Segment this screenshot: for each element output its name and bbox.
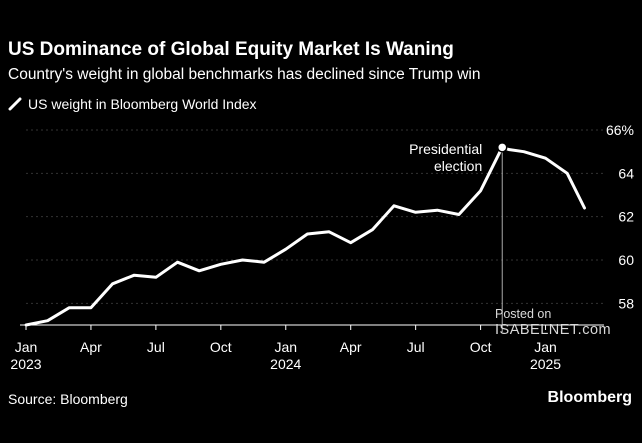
annotation-label: Presidential xyxy=(409,141,482,157)
x-tick-year-label: 2024 xyxy=(270,356,301,372)
x-tick-year-label: 2023 xyxy=(10,356,41,372)
x-tick-year-label: 2025 xyxy=(530,356,561,372)
chart-title: US Dominance of Global Equity Market Is … xyxy=(8,39,454,60)
watermark: Posted on ISABELNET.com xyxy=(495,306,611,338)
annotation-marker xyxy=(496,142,508,153)
x-tick-label: Jan xyxy=(274,339,297,355)
x-tick-label: Apr xyxy=(80,339,102,355)
source-note: Source: Bloomberg xyxy=(8,391,128,407)
x-tick-label: Jan xyxy=(15,339,38,355)
x-tick-label: Oct xyxy=(210,339,232,355)
annotation-label: election xyxy=(434,158,482,174)
y-tick-label: 64 xyxy=(618,165,634,181)
chart-subtitle: Country's weight in global benchmarks ha… xyxy=(8,66,481,83)
y-tick-label: 62 xyxy=(618,209,634,225)
x-tick-label: Jan xyxy=(534,339,557,355)
y-tick-label: 60 xyxy=(618,252,634,268)
y-tick-label: 58 xyxy=(618,295,634,311)
legend-label: US weight in Bloomberg World Index xyxy=(28,96,257,112)
x-tick-label: Jul xyxy=(147,339,165,355)
brand-logo: Bloomberg xyxy=(547,389,632,406)
legend: US weight in Bloomberg World Index xyxy=(8,96,257,112)
x-tick-label: Jul xyxy=(407,339,425,355)
x-tick-label: Oct xyxy=(470,339,492,355)
series-line xyxy=(24,145,586,327)
y-tick-label: 66% xyxy=(606,122,634,138)
watermark-site: ISABELNET.com xyxy=(495,322,612,338)
legend-line-icon xyxy=(8,97,22,111)
watermark-posted-on: Posted on xyxy=(495,307,552,321)
x-tick-label: Apr xyxy=(340,339,362,355)
